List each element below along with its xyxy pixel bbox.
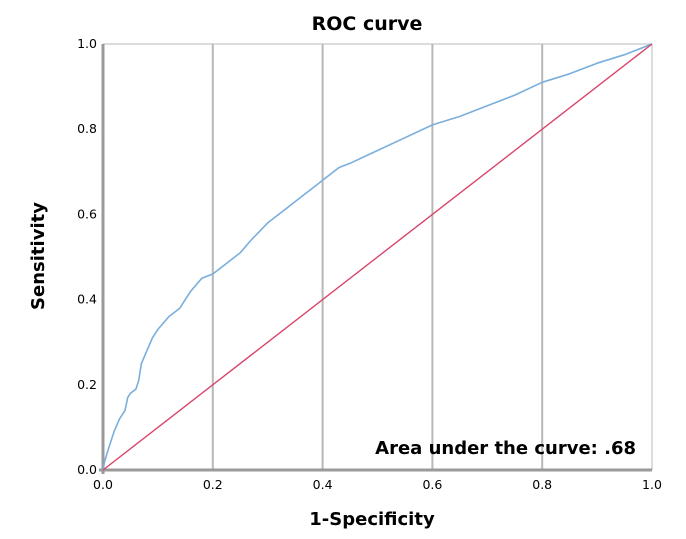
- grid: [211, 44, 544, 470]
- y-tick-label-3: 0.6: [77, 206, 97, 221]
- y-tick-label-2: 0.4: [77, 292, 97, 307]
- y-tick-label-0: 0.0: [77, 462, 97, 477]
- x-tick-label-4: 0.8: [532, 477, 552, 492]
- y-tick-labels: 0.0 0.2 0.4 0.6 0.8 1.0: [77, 36, 97, 477]
- auc-annotation: Area under the curve: .68: [375, 438, 636, 459]
- x-tick-label-1: 0.2: [203, 477, 223, 492]
- y-tick-label-4: 0.8: [77, 121, 97, 136]
- reference-diagonal-line: [102, 43, 653, 471]
- x-tick-label-2: 0.4: [313, 477, 333, 492]
- x-axis-title: 1-Specificity: [309, 509, 435, 530]
- roc-curve-line: [102, 43, 653, 471]
- x-tick-label-0: 0.0: [93, 477, 113, 492]
- y-tick-label-5: 1.0: [77, 36, 97, 51]
- series-layer: [102, 43, 653, 471]
- y-tick-label-1: 0.2: [77, 377, 97, 392]
- y-axis-title: Sensitivity: [28, 202, 49, 310]
- x-tick-labels: 0.0 0.2 0.4 0.6 0.8 1.0: [93, 477, 662, 492]
- axes: [99, 43, 653, 474]
- x-tick-label-5: 1.0: [642, 477, 662, 492]
- chart-title: ROC curve: [312, 13, 423, 35]
- x-tick-label-3: 0.6: [422, 477, 442, 492]
